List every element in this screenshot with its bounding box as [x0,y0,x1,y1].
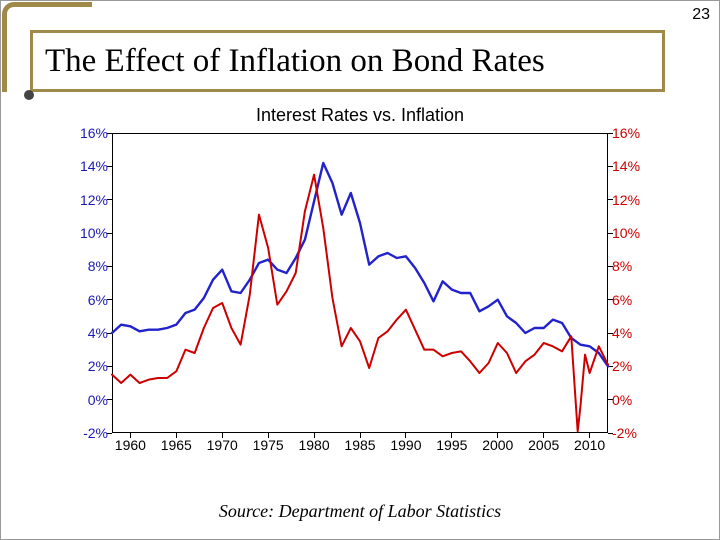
y-label-left: 6% [88,293,112,307]
series-interest_rates [112,163,608,366]
y-label-right: 10% [608,226,640,240]
y-label-right: 12% [608,193,640,207]
y-label-left: 0% [88,393,112,407]
y-label-right: 8% [608,259,632,273]
page-number: 23 [692,6,710,24]
y-label-left: 2% [88,359,112,373]
y-label-right: -2% [608,426,637,440]
y-label-left: -2% [83,426,112,440]
chart-container: Interest Rates vs. Inflation -2%-2%0%0%2… [60,105,660,465]
x-label: 1995 [436,433,467,453]
chart-title: Interest Rates vs. Inflation [60,105,660,126]
y-label-left: 16% [80,126,112,140]
title-box: The Effect of Inflation on Bond Rates [30,30,665,92]
y-label-left: 12% [80,193,112,207]
x-label: 1960 [115,433,146,453]
x-label: 2005 [528,433,559,453]
y-label-right: 6% [608,293,632,307]
x-label: 2010 [574,433,605,453]
x-label: 2000 [482,433,513,453]
x-label: 1980 [298,433,329,453]
y-label-left: 10% [80,226,112,240]
y-label-right: 16% [608,126,640,140]
x-label: 1985 [344,433,375,453]
x-label: 1965 [161,433,192,453]
bullet-decoration [24,90,34,100]
y-label-right: 2% [608,359,632,373]
x-label: 1970 [207,433,238,453]
chart-lines [112,133,608,433]
series-inflation [112,175,608,432]
x-label: 1975 [253,433,284,453]
x-label: 1990 [390,433,421,453]
y-label-right: 14% [608,159,640,173]
y-label-left: 14% [80,159,112,173]
y-label-left: 8% [88,259,112,273]
y-label-right: 4% [608,326,632,340]
y-label-left: 4% [88,326,112,340]
y-label-right: 0% [608,393,632,407]
source-attribution: Source: Department of Labor Statistics [0,501,720,522]
slide-title: The Effect of Inflation on Bond Rates [45,43,650,79]
plot-region: -2%-2%0%0%2%2%4%4%6%6%8%8%10%10%12%12%14… [112,133,608,433]
